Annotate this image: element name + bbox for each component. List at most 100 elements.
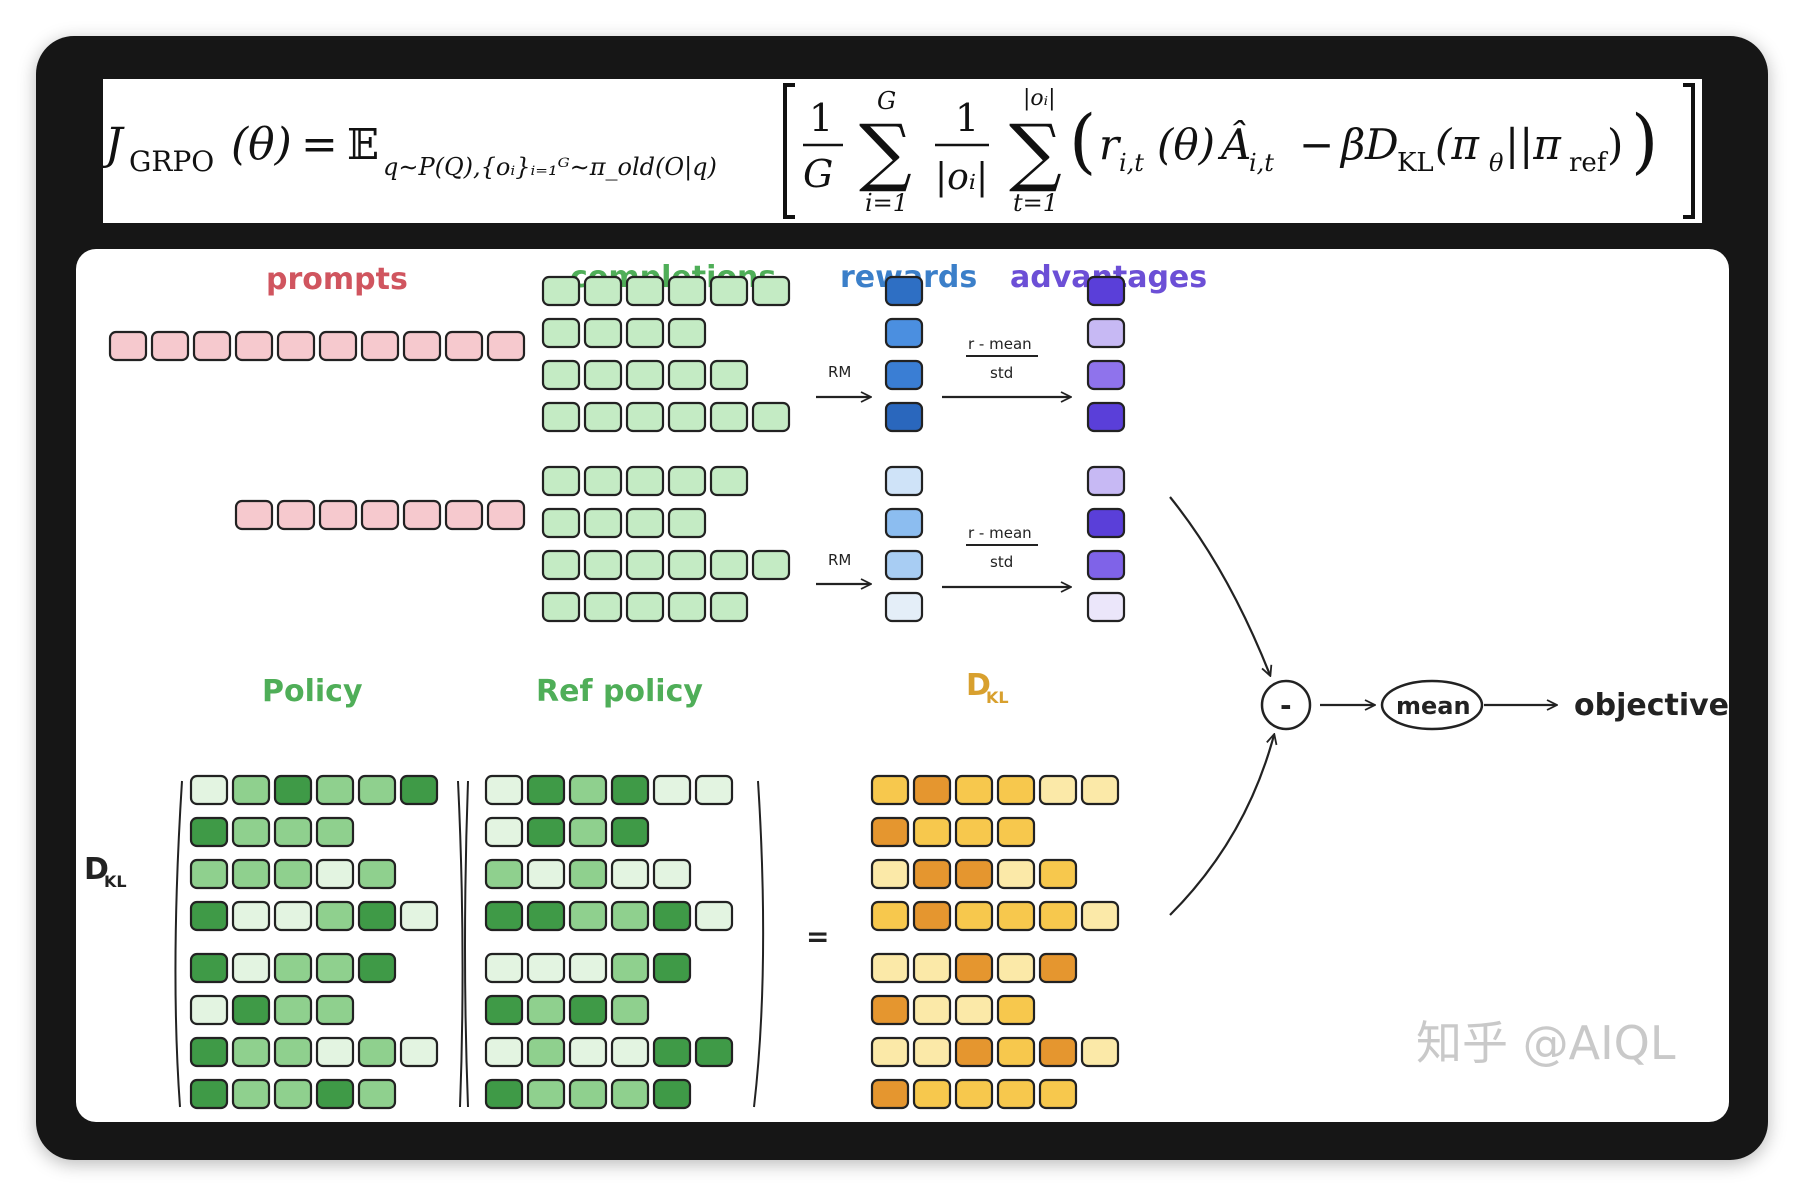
dkl-cell	[1038, 774, 1078, 806]
ref-policy-cell	[652, 1036, 692, 1068]
policy-cell	[357, 858, 397, 890]
ref-policy-cell	[610, 858, 650, 890]
ref-policy-cell	[652, 900, 692, 932]
ref-policy-cell	[526, 1078, 566, 1110]
policy-cell	[189, 1078, 229, 1110]
ref-policy-cell	[610, 816, 650, 848]
ref-policy-cell	[568, 858, 608, 890]
completion-token-cell	[667, 359, 707, 391]
ref-policy-cell	[694, 774, 734, 806]
prompt-token-cell	[402, 499, 442, 531]
policy-cell	[231, 774, 271, 806]
svg-text:KL: KL	[104, 872, 127, 891]
completion-token-cell	[625, 591, 665, 623]
completion-token-cell	[667, 549, 707, 581]
formula-r: r	[1099, 120, 1122, 169]
policy-cell	[231, 994, 271, 1026]
formula-sum1-top: G	[877, 87, 896, 115]
dkl-cell	[870, 994, 910, 1026]
completion-token-cell	[751, 401, 791, 433]
dkl-cell	[1038, 858, 1078, 890]
ref-policy-cell	[526, 994, 566, 1026]
dkl-cell	[870, 952, 910, 984]
policy-cell	[315, 816, 355, 848]
policy-cell	[357, 952, 397, 984]
ref-policy-cell	[610, 1078, 650, 1110]
formula-expectation: 𝔼	[347, 120, 379, 169]
completion-token-cell	[667, 507, 707, 539]
label-dkl-title: D KL	[966, 668, 1009, 707]
completion-token-cell	[751, 549, 791, 581]
label-dkl-side: D KL	[84, 852, 127, 891]
formula-ref-sub: ref	[1569, 148, 1609, 178]
policy-cell	[273, 900, 313, 932]
ref-policy-cell	[526, 952, 566, 984]
ref-policy-cell	[610, 994, 650, 1026]
dkl-cell	[870, 1078, 910, 1110]
advantage-cell	[1086, 465, 1126, 497]
ref-policy-cell	[610, 774, 650, 806]
prompt-token-cell	[108, 330, 148, 362]
prompt-token-cell	[276, 499, 316, 531]
mean-node-label: mean	[1396, 692, 1471, 720]
policy-cell	[273, 952, 313, 984]
ref-policy-cell	[484, 1078, 524, 1110]
formula-expectation-sub: q∼P(Q),{oᵢ}ᵢ₌₁ᴳ∼π_old(O|q)	[383, 153, 717, 182]
formula-frac2-den: |oᵢ|	[935, 157, 988, 198]
label-ref-policy: Ref policy	[536, 674, 703, 709]
policy-cell	[231, 1036, 271, 1068]
dkl-cell	[996, 816, 1036, 848]
reward-cell	[884, 317, 924, 349]
advantage-cell	[1086, 359, 1126, 391]
prompt-token-cell	[444, 499, 484, 531]
ref-policy-cell	[484, 900, 524, 932]
dkl-cell	[1038, 900, 1078, 932]
advantage-cell	[1086, 317, 1126, 349]
completion-token-cell	[541, 549, 581, 581]
ref-policy-cell	[568, 900, 608, 932]
policy-cell	[273, 816, 313, 848]
policy-cell	[315, 774, 355, 806]
formula-advantage-sub: i,t	[1249, 149, 1274, 177]
completion-token-cell	[709, 275, 749, 307]
dkl-cell	[1080, 774, 1120, 806]
dkl-cell	[996, 900, 1036, 932]
svg-text:KL: KL	[986, 688, 1009, 707]
dkl-cell	[912, 816, 952, 848]
mean-node	[1380, 679, 1484, 731]
completion-token-cell	[625, 401, 665, 433]
completion-token-cell	[625, 507, 665, 539]
reward-cell	[884, 359, 924, 391]
grpo-diagram: prompts completions rewards advantages P…	[76, 249, 1729, 1122]
ref-policy-cell	[652, 858, 692, 890]
ref-policy-cell	[526, 816, 566, 848]
completion-token-cell	[667, 317, 707, 349]
completion-token-cell	[583, 549, 623, 581]
dkl-cell	[996, 1078, 1036, 1110]
completion-token-cell	[709, 465, 749, 497]
formula-lhs-sub: GRPO	[129, 145, 214, 178]
ref-policy-cell	[568, 774, 608, 806]
ref-policy-cell	[652, 774, 692, 806]
completion-token-cell	[583, 507, 623, 539]
formula-advantage: Â	[1217, 119, 1251, 169]
formula-dkl: D	[1364, 120, 1399, 169]
completion-token-cell	[625, 317, 665, 349]
ref-policy-cell	[568, 1036, 608, 1068]
label-prompts: prompts	[266, 262, 408, 297]
bracket-ref-right	[753, 780, 765, 1108]
reward-cell	[884, 507, 924, 539]
dkl-cell	[912, 952, 952, 984]
policy-cell	[315, 1036, 355, 1068]
minus-node-label: -	[1280, 689, 1292, 722]
label-norm-num-2: r - mean	[968, 524, 1032, 542]
completion-token-cell	[667, 465, 707, 497]
policy-cell	[231, 816, 271, 848]
formula-close-paren: )	[1631, 100, 1658, 182]
prompt-token-cell	[402, 330, 442, 362]
formula-frac2-num: 1	[955, 96, 979, 140]
formula-sum2-top: |oᵢ|	[1023, 86, 1056, 111]
formula-sum2-symbol: ∑	[1009, 109, 1062, 195]
ref-policy-cell	[526, 774, 566, 806]
arrow-advantages-to-minus	[1169, 496, 1270, 675]
